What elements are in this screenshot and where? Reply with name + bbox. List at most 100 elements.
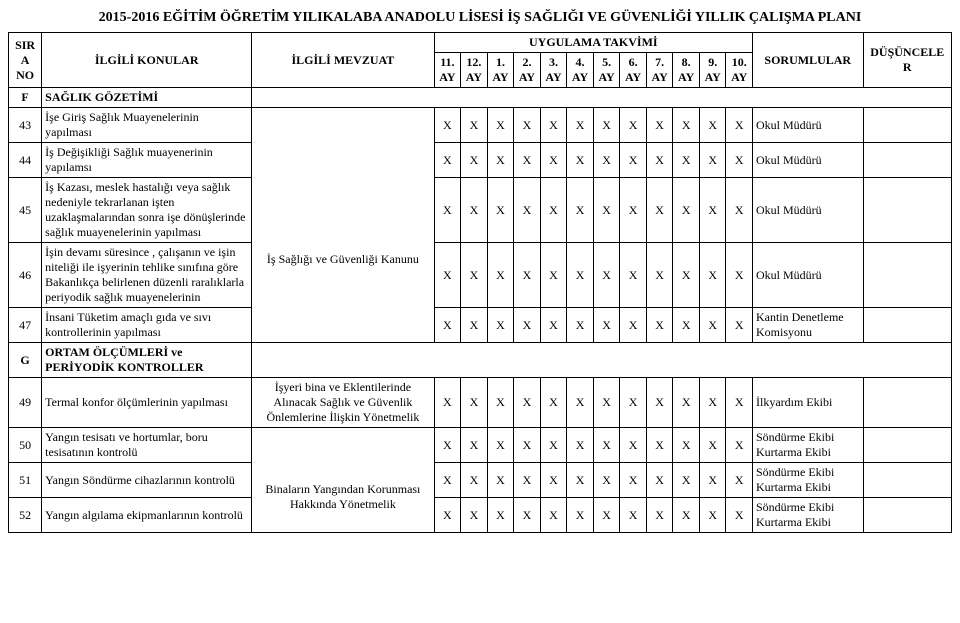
mark: X — [593, 243, 620, 308]
table-row: 46 İşin devamı süresince , çalışanın ve … — [9, 243, 952, 308]
section-label: ORTAM ÖLÇÜMLERİ ve PERİYODİK KONTROLLER — [42, 343, 252, 378]
row-konu: İşe Giriş Sağlık Muayenelerinin yapılmas… — [42, 108, 252, 143]
row-mevzuat — [252, 143, 434, 178]
mark: X — [726, 463, 753, 498]
mark: X — [646, 428, 673, 463]
mark: X — [514, 143, 541, 178]
mark: X — [461, 428, 488, 463]
mark: X — [620, 463, 647, 498]
mark: X — [540, 178, 567, 243]
hdr-sira: SIRA NO — [9, 33, 42, 88]
mark: X — [540, 428, 567, 463]
mark: X — [540, 498, 567, 533]
table-row: 45 İş Kazası, meslek hastalığı veya sağl… — [9, 178, 952, 243]
row-sorumlu: İlkyardım Ekibi — [752, 378, 863, 428]
mark: X — [487, 378, 514, 428]
hdr-month: 1. AY — [487, 53, 514, 88]
mark: X — [514, 428, 541, 463]
row-sorumlu: Okul Müdürü — [752, 143, 863, 178]
mark: X — [673, 178, 700, 243]
row-sorumlu: Okul Müdürü — [752, 108, 863, 143]
mark: X — [567, 243, 594, 308]
mark: X — [540, 378, 567, 428]
row-no: 49 — [9, 378, 42, 428]
mark: X — [487, 243, 514, 308]
row-sorumlu: Söndürme Ekibi Kurtarma Ekibi — [752, 428, 863, 463]
mark: X — [593, 378, 620, 428]
mark: X — [699, 243, 726, 308]
mark: X — [434, 108, 461, 143]
table-row: 50 Yangın tesisatı ve hortumlar, boru te… — [9, 428, 952, 463]
mark: X — [620, 243, 647, 308]
mark: X — [567, 308, 594, 343]
row-no: 47 — [9, 308, 42, 343]
row-konu: Yangın tesisatı ve hortumlar, boru tesis… — [42, 428, 252, 463]
mark: X — [461, 108, 488, 143]
mark: X — [434, 308, 461, 343]
mark: X — [593, 143, 620, 178]
section-label: SAĞLIK GÖZETİMİ — [42, 88, 252, 108]
mark: X — [514, 308, 541, 343]
mark: X — [461, 178, 488, 243]
hdr-month: 4. AY — [567, 53, 594, 88]
row-no: 46 — [9, 243, 42, 308]
mark: X — [567, 378, 594, 428]
hdr-month: 12. AY — [461, 53, 488, 88]
mark: X — [514, 378, 541, 428]
mark: X — [487, 178, 514, 243]
row-no: 43 — [9, 108, 42, 143]
mark: X — [434, 463, 461, 498]
mark: X — [461, 243, 488, 308]
hdr-dusunceler: DÜŞÜNCELER — [863, 33, 951, 88]
mark: X — [726, 143, 753, 178]
mark: X — [620, 108, 647, 143]
mark: X — [514, 178, 541, 243]
mark: X — [646, 463, 673, 498]
hdr-konular: İLGİLİ KONULAR — [42, 33, 252, 88]
mark: X — [699, 178, 726, 243]
table-row: 47 İnsani Tüketim amaçlı gıda ve sıvı ko… — [9, 308, 952, 343]
hdr-month: 2. AY — [514, 53, 541, 88]
mark: X — [461, 498, 488, 533]
hdr-month: 5. AY — [593, 53, 620, 88]
row-konu: İnsani Tüketim amaçlı gıda ve sıvı kontr… — [42, 308, 252, 343]
mark: X — [514, 463, 541, 498]
table-row: 51 Yangın Söndürme cihazlarının kontrolü… — [9, 463, 952, 498]
mark: X — [699, 108, 726, 143]
mark: X — [673, 243, 700, 308]
mark: X — [567, 498, 594, 533]
mark: X — [673, 143, 700, 178]
mark: X — [540, 243, 567, 308]
mark: X — [646, 308, 673, 343]
mark: X — [699, 498, 726, 533]
mark: X — [646, 178, 673, 243]
table-row: 44 İş Değişikliği Sağlık muayenerinin ya… — [9, 143, 952, 178]
mark: X — [699, 378, 726, 428]
mark: X — [673, 498, 700, 533]
mark: X — [540, 143, 567, 178]
mark: X — [487, 428, 514, 463]
row-mevzuat — [252, 108, 434, 143]
mark: X — [673, 108, 700, 143]
hdr-sorumlular: SORUMLULAR — [752, 33, 863, 88]
row-sorumlu: Okul Müdürü — [752, 178, 863, 243]
mark: X — [646, 498, 673, 533]
mark: X — [434, 498, 461, 533]
mark: X — [514, 108, 541, 143]
hdr-month: 7. AY — [646, 53, 673, 88]
row-konu: Termal konfor ölçümlerinin yapılması — [42, 378, 252, 428]
mark: X — [487, 143, 514, 178]
hdr-month: 10. AY — [726, 53, 753, 88]
row-mevzuat: Binaların Yangından Korunması Hakkında Y… — [252, 463, 434, 533]
mark: X — [673, 308, 700, 343]
mark: X — [593, 178, 620, 243]
mark: X — [593, 428, 620, 463]
mark: X — [699, 428, 726, 463]
table-row: 52 Yangın algılama ekipmanlarının kontro… — [9, 498, 952, 533]
mark: X — [726, 178, 753, 243]
row-mevzuat — [252, 428, 434, 463]
mark: X — [646, 108, 673, 143]
mark: X — [461, 463, 488, 498]
mark: X — [487, 463, 514, 498]
mark: X — [434, 243, 461, 308]
